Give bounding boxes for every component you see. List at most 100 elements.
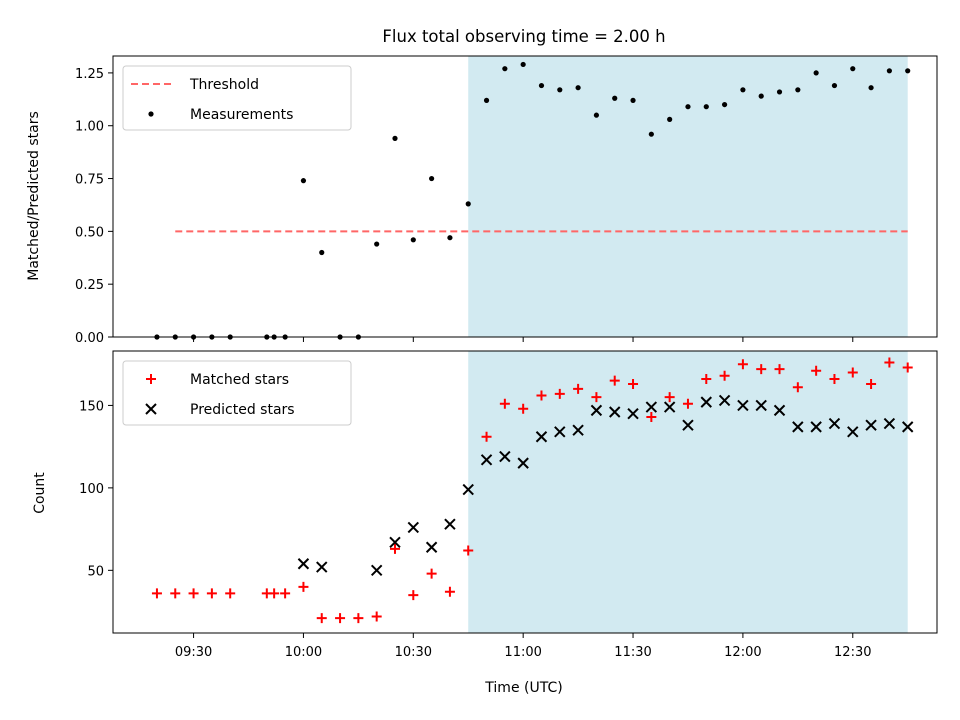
measurements-point [703, 104, 709, 110]
bottom-y-tick-label: 150 [79, 399, 104, 414]
predicted-stars-point [663, 401, 676, 413]
matched-stars-point [591, 392, 602, 403]
x-tick-label: 11:00 [504, 645, 541, 660]
measurements-point [557, 87, 563, 93]
legend-label: Matched stars [190, 372, 289, 388]
top-y-tick-label: 1.00 [75, 120, 104, 135]
matched-stars-point [335, 613, 346, 624]
measurements-point [447, 235, 453, 241]
legend-label: Threshold [189, 77, 259, 93]
measurements-point [593, 112, 600, 118]
x-tick-label: 12:00 [724, 645, 761, 660]
measurements-point [502, 66, 508, 72]
matched-stars-point [719, 370, 730, 381]
measurements-point [374, 241, 380, 247]
predicted-stars-point [847, 426, 859, 438]
top-y-tick-label: 1.25 [75, 67, 104, 82]
top-y-axis-label: Matched/Predicted stars [26, 111, 42, 281]
x-tick-label: 10:30 [395, 645, 432, 660]
top-axes-frame [112, 55, 938, 338]
legend-label: Predicted stars [190, 402, 295, 418]
x-tick-label: 11:30 [614, 645, 651, 660]
measurements-point [465, 201, 471, 207]
top-y-tick-label: 0.50 [75, 225, 104, 240]
matched-stars-point [737, 359, 748, 370]
predicted-stars-point [407, 521, 420, 534]
predicted-stars-point [425, 541, 438, 553]
legend-matched-stars-swatch [146, 374, 156, 384]
measurements-point [410, 237, 416, 243]
matched-stars-point [847, 367, 858, 378]
measurements-point [740, 87, 746, 93]
matched-stars-point [628, 378, 639, 389]
measurements-point [667, 116, 673, 122]
x-tick-label: 10:00 [285, 645, 322, 660]
measurements-point [831, 82, 838, 89]
predicted-stars-point [499, 450, 511, 463]
top-y-tick-label: 0.75 [75, 173, 104, 188]
x-tick-label: 09:30 [175, 645, 212, 660]
matched-stars-point [426, 568, 437, 579]
predicted-stars-point [718, 394, 731, 407]
matched-stars-point [463, 545, 474, 556]
matched-stars-point [701, 374, 712, 385]
measurements-point [392, 135, 398, 141]
measurements-point [850, 66, 856, 72]
matched-stars-point [444, 586, 455, 597]
matched-stars-point [536, 390, 547, 401]
predicted-stars-point [737, 399, 749, 412]
matched-stars-point [664, 392, 675, 403]
bottom-y-axis-label: Count [32, 472, 48, 514]
matched-stars-point [481, 431, 492, 442]
matched-stars-point [170, 588, 181, 599]
predicted-stars-point [627, 407, 639, 420]
predicted-stars-point [755, 399, 767, 412]
top-legend-box [122, 65, 352, 131]
measurements-point [483, 97, 490, 103]
predicted-stars-point [444, 518, 456, 530]
predicted-stars-point [828, 417, 841, 430]
measurements-point [575, 85, 581, 91]
predicted-stars-point [554, 426, 566, 438]
measurements-point [538, 82, 545, 89]
predicted-stars-point [297, 558, 310, 570]
matched-stars-point [829, 374, 840, 385]
bottom-axes-frame [112, 350, 938, 634]
predicted-stars-point [700, 396, 712, 408]
predicted-stars-point [645, 401, 658, 413]
measurements-point [319, 249, 325, 256]
top-y-tick-label: 0.00 [75, 331, 104, 346]
matched-stars-point [573, 383, 584, 394]
predicted-stars-point [792, 421, 804, 433]
predicted-stars-point [462, 483, 474, 496]
matched-stars-point [298, 581, 309, 592]
measurements-point [905, 68, 911, 74]
measurements-point [630, 97, 636, 103]
measurements-point [612, 95, 618, 101]
predicted-stars-point [773, 404, 786, 417]
matched-stars-point [151, 588, 162, 599]
predicted-stars-point [480, 454, 493, 466]
top-y-tick-label: 0.25 [75, 278, 104, 293]
measurements-point [520, 61, 526, 68]
matched-stars-point [866, 378, 877, 389]
ratio-panel: 0.00 0.25 0.50 0.75 1.00 1.25 Threshold Measure… [75, 55, 938, 346]
predicted-stars-point [535, 431, 548, 443]
top-shaded-region [468, 56, 908, 337]
matched-stars-point [756, 364, 767, 375]
matched-stars-point [792, 382, 803, 393]
matched-stars-point [206, 588, 217, 599]
predicted-stars-point [316, 561, 328, 573]
predicted-stars-point [810, 421, 822, 433]
measurements-point [300, 178, 307, 184]
measurements-point [721, 101, 728, 108]
predicted-stars-point [865, 419, 877, 431]
predicted-stars-point [590, 404, 603, 417]
predicted-stars-point [883, 417, 896, 430]
bottom-y-tick-label: 100 [79, 482, 104, 497]
legend-label: Measurements [190, 107, 293, 123]
predicted-stars-point [682, 419, 694, 431]
measurements-point [648, 131, 654, 137]
matched-stars-point [371, 611, 382, 622]
